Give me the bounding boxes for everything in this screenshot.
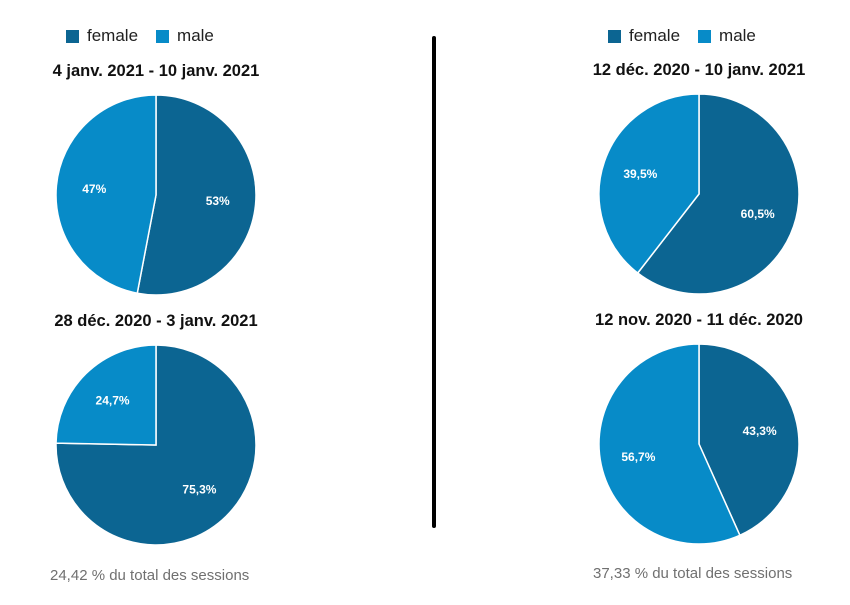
pie-slice-male[interactable]: [598, 343, 741, 545]
footer-right: 37,33 % du total des sessions: [593, 565, 793, 582]
chart-title: 12 nov. 2020 - 11 déc. 2020: [595, 311, 803, 329]
pie-slice-male[interactable]: [598, 93, 700, 275]
footer-left: 24,42 % du total des sessions: [50, 567, 250, 584]
slice-label-female: 75,3%: [182, 482, 216, 496]
slice-label-female: 43,3%: [743, 424, 777, 438]
pie-slice-female[interactable]: [636, 93, 800, 295]
legend-item-male[interactable]: male: [698, 26, 756, 46]
male-swatch-icon: [698, 29, 712, 43]
legend-left: female male: [66, 26, 214, 46]
pie-svg: 75,3% 24,7%: [55, 344, 257, 546]
female-swatch-icon: [608, 29, 621, 43]
slice-label-female: 60,5%: [741, 207, 775, 221]
legend-label-female: female: [87, 26, 139, 45]
slice-label-male: 47%: [82, 182, 106, 196]
pie-svg: 53% 47%: [55, 94, 257, 296]
pie-svg: 43,3% 56,7%: [598, 343, 800, 545]
legend-right: female male: [608, 26, 756, 46]
pie-svg: 60,5% 39,5%: [598, 93, 800, 295]
female-swatch-icon: [66, 29, 79, 43]
slice-label-male: 39,5%: [623, 167, 657, 181]
legend-label-male: male: [719, 26, 756, 45]
slice-label-female: 53%: [206, 194, 230, 208]
slice-label-male: 24,7%: [96, 394, 130, 408]
legend-item-male[interactable]: male: [156, 26, 214, 46]
slice-label-male: 56,7%: [621, 450, 655, 464]
pie-slice-male[interactable]: [55, 344, 157, 446]
legend-label-male: male: [177, 26, 214, 45]
chart-title: 4 janv. 2021 - 10 janv. 2021: [52, 62, 260, 80]
chart-title: 28 déc. 2020 - 3 janv. 2021: [54, 312, 258, 330]
divider: [432, 36, 436, 528]
legend-label-female: female: [629, 26, 681, 45]
pie-slice-female[interactable]: [698, 343, 800, 537]
legend-item-female[interactable]: female: [608, 26, 680, 46]
pie-slice-female[interactable]: [136, 94, 257, 296]
male-swatch-icon: [156, 29, 170, 43]
pie-slice-male[interactable]: [55, 94, 157, 295]
legend-item-female[interactable]: female: [66, 26, 138, 46]
chart-title: 12 déc. 2020 - 10 janv. 2021: [592, 61, 806, 79]
